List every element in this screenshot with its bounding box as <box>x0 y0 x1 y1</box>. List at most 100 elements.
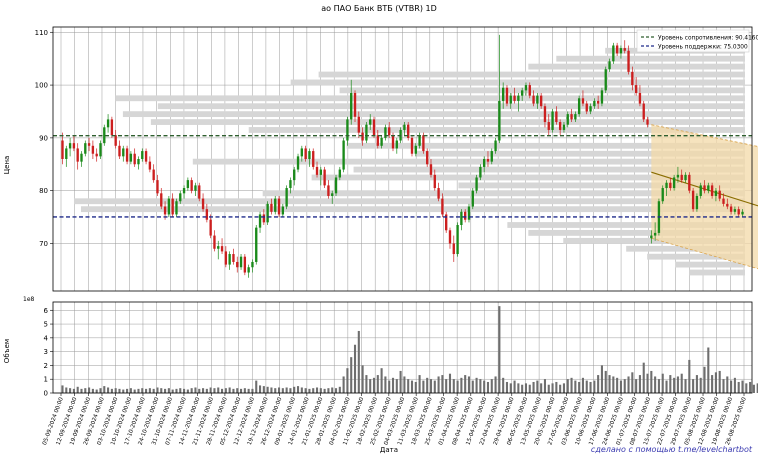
candle-body <box>520 90 524 96</box>
volume-bar <box>619 380 622 393</box>
volume-bar <box>635 379 638 393</box>
candle-body <box>448 230 452 244</box>
candle-body <box>338 169 341 178</box>
volume-bar <box>247 388 250 393</box>
volume-profile-bar <box>689 269 746 276</box>
volume-bar <box>262 386 265 393</box>
candle-body <box>76 148 79 162</box>
volume-bar <box>513 380 516 393</box>
volume-bar <box>456 380 459 393</box>
candle-body <box>217 246 220 249</box>
volume-bar <box>202 388 205 393</box>
candle-body <box>391 135 395 149</box>
candle-body <box>266 203 269 223</box>
volume-bar <box>749 381 752 393</box>
volume-profile-bar <box>339 87 746 94</box>
candle-body <box>160 193 163 207</box>
candle-body <box>163 206 167 215</box>
candle-body <box>156 180 159 194</box>
candle-body <box>106 119 110 128</box>
volume-bar <box>414 381 417 393</box>
volume-profile-bar <box>192 158 746 165</box>
volume-bar <box>429 379 433 393</box>
candle-body <box>228 254 231 265</box>
candle-body <box>513 95 516 101</box>
volume-bar <box>490 379 493 393</box>
candle-body <box>205 209 209 220</box>
candle-body <box>319 169 323 175</box>
volume-bar <box>293 386 296 393</box>
volume-bar <box>361 365 364 393</box>
candle-body <box>186 180 190 189</box>
volume-tick-label: 5 <box>44 321 48 329</box>
price-axis-label: Цена <box>3 156 11 175</box>
candle-body <box>737 209 740 215</box>
volume-tick-label: 2 <box>44 362 48 370</box>
volume-profile-bar <box>290 79 746 86</box>
volume-bar <box>342 376 345 393</box>
volume-bar <box>741 380 744 393</box>
candle-body <box>285 188 288 207</box>
volume-bar <box>726 376 729 393</box>
candle-body <box>365 124 368 141</box>
volume-bar <box>175 388 178 393</box>
candle-body <box>175 201 178 215</box>
volume-bar <box>543 379 547 393</box>
candle-body <box>672 177 676 189</box>
volume-bar <box>654 376 657 393</box>
candle-body <box>596 100 600 104</box>
candle-body <box>418 135 421 146</box>
volume-bar <box>711 375 714 393</box>
volume-profile-bar <box>122 111 746 118</box>
volume-bar <box>433 380 436 393</box>
volume-profile-bar <box>150 119 746 125</box>
candle-body <box>638 93 642 104</box>
volume-bar <box>255 380 258 393</box>
candle-body <box>562 124 566 130</box>
volume-profile-bar <box>416 150 746 157</box>
volume-bar <box>692 379 695 393</box>
candle-body <box>281 206 285 215</box>
volume-bar <box>410 380 414 393</box>
volume-bar <box>76 386 79 393</box>
volume-bar <box>95 389 98 393</box>
volume-bar <box>399 370 402 393</box>
candle-body <box>308 151 311 159</box>
candle-body <box>486 159 490 162</box>
candle-body <box>452 243 455 255</box>
volume-bar <box>509 383 512 393</box>
candle-body <box>152 169 155 181</box>
candle-body <box>547 122 550 130</box>
volume-bar <box>718 370 721 393</box>
candle-body <box>642 103 645 120</box>
volume-bar <box>559 384 562 393</box>
volume-bar <box>228 387 231 393</box>
candle-body <box>501 87 505 101</box>
candle-body <box>61 140 64 159</box>
chart-title: ао ПАО Банк ВТБ (VTBR) 1D <box>321 4 437 13</box>
volume-bar <box>251 388 254 393</box>
candle-body <box>566 114 569 125</box>
candle-body <box>634 85 638 93</box>
volume-profile-bar <box>528 63 746 70</box>
candle-body <box>722 198 725 204</box>
candle-body <box>467 206 471 220</box>
volume-bar <box>186 389 189 393</box>
volume-bar <box>312 388 315 393</box>
candle-body <box>426 151 429 165</box>
volume-profile-bar <box>318 71 746 78</box>
candle-body <box>353 93 357 117</box>
volume-bar <box>505 381 509 393</box>
legend-box <box>636 29 750 53</box>
candle-body <box>103 127 106 144</box>
volume-bar <box>426 377 429 393</box>
candle-body <box>361 132 364 141</box>
candle-body <box>224 251 228 265</box>
candle-body <box>509 95 512 104</box>
candle-body <box>703 185 706 191</box>
candle-body <box>498 100 501 141</box>
candle-body <box>312 151 315 167</box>
volume-bar <box>258 385 262 393</box>
volume-bar <box>616 377 619 393</box>
